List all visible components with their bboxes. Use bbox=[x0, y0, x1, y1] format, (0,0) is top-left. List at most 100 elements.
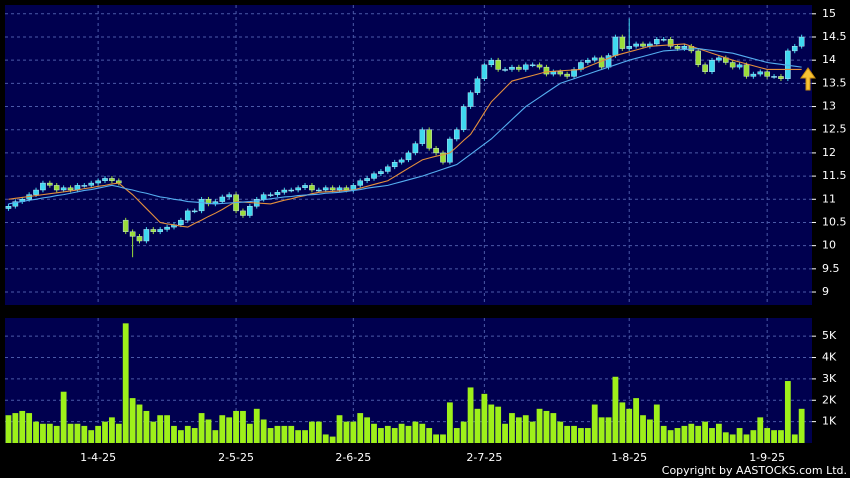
volume-bar bbox=[40, 423, 46, 443]
volume-bar bbox=[288, 425, 295, 443]
volume-bar bbox=[702, 421, 708, 443]
volume-bar bbox=[529, 421, 536, 443]
candle-body bbox=[53, 185, 60, 191]
candle-body bbox=[281, 189, 288, 193]
volume-bar bbox=[502, 423, 508, 443]
candle-body bbox=[695, 50, 701, 66]
candle-body bbox=[240, 210, 246, 216]
candle-body bbox=[178, 219, 184, 225]
volume-bar bbox=[53, 425, 60, 443]
volume-bar bbox=[750, 430, 757, 443]
candle-body bbox=[60, 187, 67, 191]
y-tick-label: 11.5 bbox=[822, 169, 847, 182]
y-tick-label: 2K bbox=[822, 393, 837, 406]
candle-body bbox=[481, 64, 488, 79]
candle-body bbox=[357, 180, 364, 186]
candle-body bbox=[543, 66, 550, 75]
volume-bar bbox=[336, 415, 343, 443]
volume-bar bbox=[405, 425, 412, 443]
volume-bar bbox=[757, 417, 764, 443]
y-tick-label: 5K bbox=[822, 329, 837, 342]
volume-bar bbox=[660, 425, 667, 443]
volume-bar bbox=[281, 425, 288, 443]
volume-bar bbox=[715, 423, 722, 443]
candle-body bbox=[81, 185, 88, 187]
candle-body bbox=[750, 73, 757, 77]
candle-body bbox=[316, 189, 322, 192]
volume-bar bbox=[798, 408, 805, 443]
candle-body bbox=[612, 36, 619, 56]
volume-bar bbox=[26, 413, 33, 443]
candle-body bbox=[791, 46, 798, 52]
volume-bar bbox=[198, 413, 205, 443]
volume-bar bbox=[605, 417, 612, 443]
volume-bar bbox=[67, 423, 74, 443]
volume-bar bbox=[647, 419, 653, 443]
volume-bar bbox=[515, 417, 522, 443]
candle-body bbox=[654, 39, 660, 45]
volume-bar bbox=[550, 413, 557, 443]
candle-body bbox=[633, 43, 639, 47]
candle-body bbox=[322, 187, 329, 191]
signal-arrow bbox=[800, 67, 816, 91]
volume-bar bbox=[115, 423, 122, 443]
volume-bar bbox=[688, 423, 695, 443]
volume-bar bbox=[260, 419, 267, 443]
volume-bar bbox=[591, 404, 598, 443]
candle-body bbox=[329, 187, 336, 191]
y-tick-label: 3K bbox=[822, 372, 837, 385]
candle-body bbox=[5, 206, 12, 209]
candle-body bbox=[757, 71, 764, 75]
candle-body bbox=[557, 71, 564, 75]
volume-bar bbox=[522, 415, 529, 443]
candle-body bbox=[702, 64, 708, 72]
y-tick-label: 14 bbox=[822, 53, 836, 66]
x-tick-label: 1-9-25 bbox=[749, 451, 785, 464]
volume-bar bbox=[488, 404, 495, 443]
candle-body bbox=[667, 39, 674, 47]
candle-body bbox=[95, 180, 101, 184]
candle-body bbox=[764, 71, 770, 77]
volume-bar bbox=[640, 415, 646, 443]
volume-bar bbox=[571, 425, 577, 443]
candle-body bbox=[440, 152, 446, 163]
volume-bar bbox=[315, 421, 322, 443]
candle-body bbox=[157, 229, 163, 232]
volume-bar bbox=[419, 423, 426, 443]
y-tick-label: 13 bbox=[822, 100, 836, 113]
volume-bar bbox=[619, 402, 626, 443]
x-tick-label: 2-7-25 bbox=[466, 451, 502, 464]
x-tick-label: 1-4-25 bbox=[80, 451, 116, 464]
volume-bar bbox=[453, 428, 460, 443]
candle-body bbox=[729, 62, 736, 68]
y-tick-label: 4K bbox=[822, 351, 837, 364]
volume-bar bbox=[667, 430, 674, 443]
volume-bar bbox=[578, 428, 584, 443]
candle-body bbox=[343, 187, 350, 191]
candle-body bbox=[564, 73, 570, 77]
volume-bar bbox=[129, 398, 136, 443]
candle-body bbox=[681, 46, 688, 49]
candle-body bbox=[495, 59, 501, 70]
volume-bar bbox=[743, 434, 750, 443]
candle-body bbox=[640, 43, 646, 47]
x-tick-label: 2-6-25 bbox=[335, 451, 371, 464]
candle-body bbox=[398, 159, 405, 163]
volume-bar bbox=[764, 428, 771, 443]
volume-bar bbox=[722, 432, 729, 443]
candle-body bbox=[267, 194, 274, 196]
volume-bar bbox=[329, 436, 336, 443]
candle-body bbox=[474, 78, 481, 93]
candle-body bbox=[143, 229, 150, 242]
candle-body bbox=[716, 57, 722, 61]
volume-bar bbox=[391, 428, 398, 443]
candle-body bbox=[550, 71, 557, 75]
volume-bar bbox=[240, 410, 246, 443]
candle-body bbox=[274, 192, 281, 195]
volume-bar bbox=[60, 391, 67, 443]
candle-body bbox=[184, 210, 191, 221]
volume-bar bbox=[74, 423, 81, 443]
candle-body bbox=[660, 39, 667, 41]
